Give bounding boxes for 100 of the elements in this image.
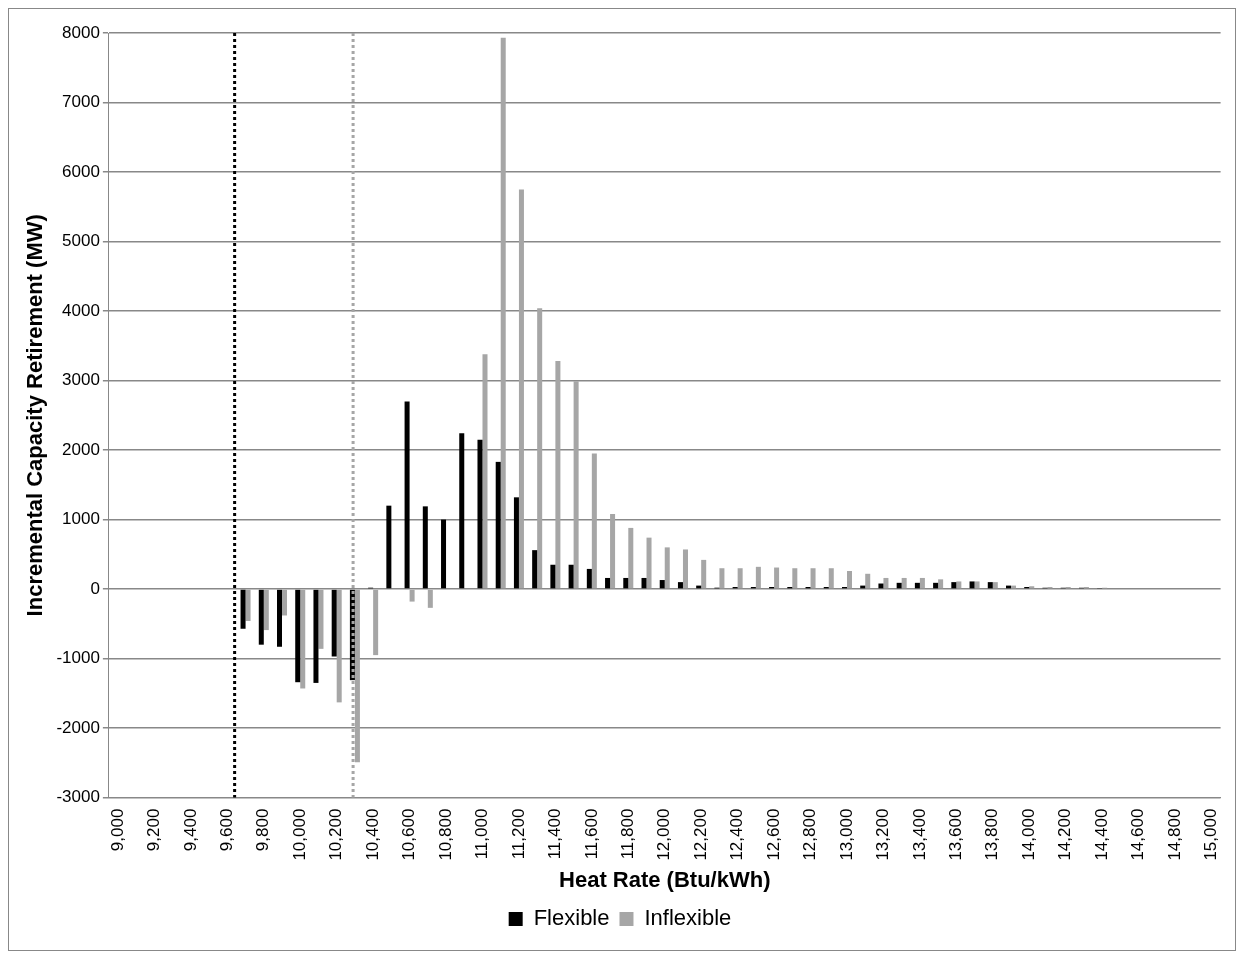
x-tick-label: 13,800 — [982, 808, 1002, 861]
bar — [477, 439, 483, 589]
y-tick-label: 8000 — [62, 22, 100, 42]
bar — [532, 550, 538, 589]
bar — [628, 527, 634, 589]
x-tick-label: 9,600 — [217, 808, 237, 852]
bar — [482, 354, 488, 589]
bar — [969, 581, 975, 589]
bar — [677, 582, 683, 589]
bar — [641, 577, 647, 589]
bar — [422, 506, 428, 589]
bar — [336, 589, 342, 703]
bar — [568, 564, 574, 589]
bar — [573, 381, 579, 589]
bar — [623, 577, 629, 589]
bar — [318, 589, 324, 649]
x-tick-label: 14,000 — [1018, 808, 1038, 861]
bar — [277, 589, 283, 647]
x-tick-label: 12,200 — [690, 808, 710, 861]
bar — [409, 589, 415, 602]
bar — [518, 189, 524, 589]
y-tick-label: 5000 — [62, 231, 100, 251]
x-tick-label: 12,400 — [727, 808, 747, 861]
legend-label: Flexible — [533, 905, 610, 931]
bar — [331, 589, 337, 657]
bar — [646, 537, 652, 589]
x-tick-label: 10,800 — [435, 808, 455, 861]
x-tick-label: 9,800 — [253, 808, 273, 852]
bar — [263, 589, 269, 631]
x-axis-title: Heat Rate (Btu/kWh) — [559, 866, 771, 892]
bar — [664, 547, 670, 589]
x-tick-label: 11,600 — [581, 808, 601, 860]
bar — [537, 308, 543, 589]
bar — [755, 566, 761, 589]
x-tick-label: 11,400 — [545, 808, 565, 860]
bar — [313, 589, 319, 683]
bar — [295, 589, 301, 683]
x-tick-label: 13,200 — [873, 808, 893, 861]
x-tick-label: 9,000 — [107, 808, 127, 852]
x-tick-label: 10,000 — [289, 808, 309, 861]
bar — [987, 582, 993, 589]
y-tick-label: 0 — [90, 578, 100, 598]
x-tick-label: 15,000 — [1201, 808, 1221, 861]
bar — [555, 361, 561, 589]
bar — [951, 582, 957, 589]
y-tick-label: 4000 — [62, 300, 100, 320]
bar — [919, 577, 925, 589]
y-axis-title: Incremental Capacity Retirement (MW) — [22, 214, 48, 617]
bar — [441, 519, 447, 589]
bar — [404, 401, 410, 589]
bar — [610, 514, 616, 589]
bar — [550, 564, 556, 589]
legend-label: Inflexible — [644, 905, 732, 931]
y-tick-label: 2000 — [62, 439, 100, 459]
x-tick-label: 12,600 — [763, 808, 783, 861]
bar — [373, 589, 379, 656]
bar — [245, 589, 251, 622]
x-tick-label: 10,600 — [399, 808, 419, 861]
bar — [938, 579, 944, 589]
bar — [846, 571, 852, 589]
bar — [810, 568, 816, 589]
y-tick-label: 1000 — [62, 509, 100, 529]
y-tick-label: 6000 — [62, 161, 100, 181]
bar — [865, 573, 871, 589]
y-tick-label: 7000 — [62, 92, 100, 112]
bar — [901, 577, 907, 589]
bar — [737, 568, 743, 589]
bar — [792, 568, 798, 589]
bar — [495, 461, 501, 589]
bar — [828, 568, 834, 589]
x-tick-label: 9,200 — [144, 808, 164, 852]
x-tick-label: 11,000 — [472, 808, 492, 860]
bar — [956, 581, 962, 589]
bar — [719, 568, 725, 589]
bar — [992, 582, 998, 589]
bar — [258, 589, 264, 645]
x-tick-label: 13,400 — [909, 808, 929, 861]
x-tick-label: 11,200 — [508, 808, 528, 860]
bar — [701, 559, 707, 589]
bar — [500, 37, 506, 589]
x-tick-label: 14,400 — [1091, 808, 1111, 861]
bar — [427, 589, 433, 608]
y-tick-label: 3000 — [62, 370, 100, 390]
bar — [300, 589, 306, 689]
x-tick-label: 13,600 — [946, 808, 966, 861]
bar — [605, 577, 611, 589]
bar — [240, 589, 246, 629]
bar — [883, 577, 889, 589]
x-tick-label: 13,000 — [836, 808, 856, 861]
x-tick-label: 10,400 — [362, 808, 382, 861]
bar — [459, 433, 465, 589]
bar — [1029, 586, 1035, 589]
bar — [513, 497, 519, 589]
bar — [659, 580, 665, 589]
bar — [682, 549, 688, 589]
x-tick-label: 9,400 — [180, 808, 200, 852]
bar — [282, 589, 288, 616]
bar — [974, 581, 980, 589]
bar — [774, 567, 780, 589]
bar — [586, 568, 592, 589]
